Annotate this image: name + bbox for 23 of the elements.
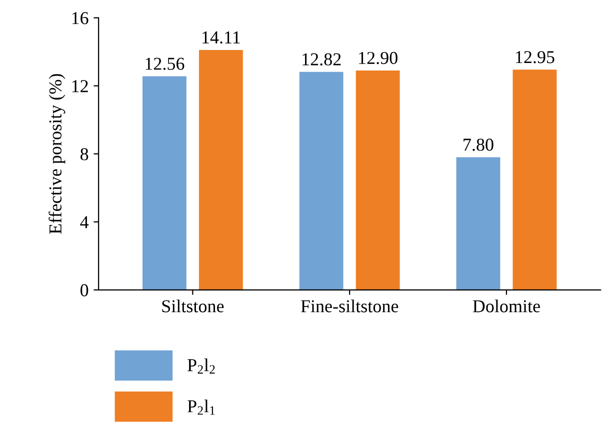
bar xyxy=(198,50,243,290)
bar xyxy=(356,70,400,290)
y-tick-label: 12 xyxy=(72,80,88,92)
bar xyxy=(512,70,557,290)
x-tick-label: Fine-siltstone xyxy=(300,300,398,312)
x-tick-label: Siltstone xyxy=(162,300,224,312)
data-label: 12.56 xyxy=(146,58,184,70)
y-tick-label: 8 xyxy=(80,148,88,160)
bar xyxy=(456,157,500,290)
y-tick-label: 4 xyxy=(80,216,89,228)
y-tick-label: 16 xyxy=(72,12,88,24)
bar xyxy=(299,72,344,290)
legend-label: P$_{2}$l$_{2}$ xyxy=(188,358,215,374)
data-label: 12.90 xyxy=(359,52,398,64)
data-label: 12.82 xyxy=(302,53,341,66)
legend-label: P$_{2}$l$_{1}$ xyxy=(188,400,215,415)
x-tick-label: Dolomite xyxy=(472,300,540,312)
data-label: 12.95 xyxy=(516,51,554,64)
y-axis-title: Effective porosity (%) xyxy=(48,74,66,234)
data-label: 7.80 xyxy=(464,138,494,151)
data-label: 14.11 xyxy=(202,31,240,44)
bar xyxy=(142,76,186,290)
y-tick-label: 0 xyxy=(80,284,88,296)
